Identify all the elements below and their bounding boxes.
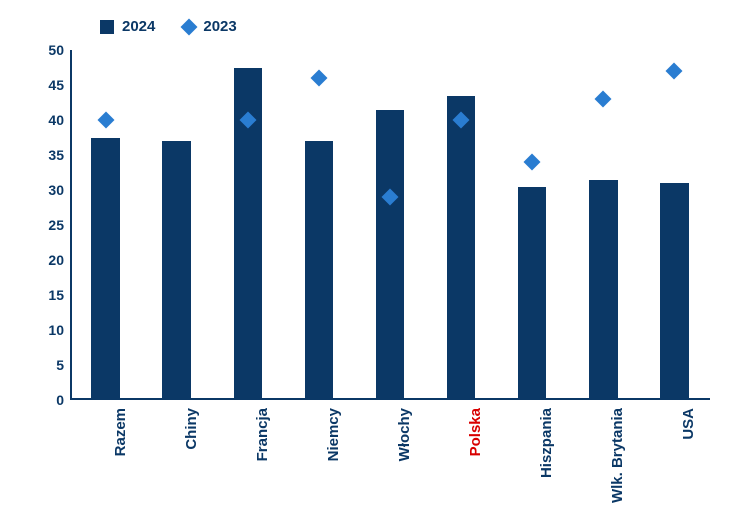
y-tick-label: 30 <box>30 182 64 198</box>
x-tick-label: Polska <box>467 408 484 456</box>
x-axis-labels: Razem Chiny Francja Niemcy Włochy Polska Hiszp… <box>70 408 710 518</box>
marker-diamond <box>666 63 683 80</box>
marker-diamond <box>310 70 327 87</box>
y-tick-label: 50 <box>30 42 64 58</box>
y-tick-label: 5 <box>30 357 64 373</box>
legend-swatch-2024 <box>100 20 114 34</box>
x-tick-label: Francja <box>254 408 271 461</box>
legend-swatch-2023 <box>181 18 198 35</box>
x-tick-label: USA <box>680 408 697 440</box>
bar <box>162 141 190 400</box>
bar <box>305 141 333 400</box>
y-tick-label: 0 <box>30 392 64 408</box>
plot-area <box>70 50 710 400</box>
x-tick-label: Wlk. Brytania <box>609 408 626 503</box>
bar <box>376 110 404 401</box>
chart-container: 2024 2023 0 5 10 15 20 25 30 35 40 45 50 Razem Chin… <box>0 0 742 522</box>
y-tick-label: 35 <box>30 147 64 163</box>
x-tick-label: Razem <box>112 408 129 456</box>
y-tick-label: 40 <box>30 112 64 128</box>
y-tick-label: 15 <box>30 287 64 303</box>
bar <box>589 180 617 401</box>
marker-diamond <box>524 154 541 171</box>
x-tick-label: Włochy <box>396 408 413 461</box>
marker-diamond <box>595 91 612 108</box>
bar <box>660 183 688 400</box>
bar <box>447 96 475 401</box>
y-tick-label: 20 <box>30 252 64 268</box>
y-axis-labels: 05101520253035404550 <box>30 50 64 400</box>
bar <box>91 138 119 401</box>
marker-diamond <box>97 112 114 129</box>
legend-item-2023: 2023 <box>183 18 236 35</box>
x-tick-label: Niemcy <box>325 408 342 461</box>
legend: 2024 2023 <box>100 18 237 35</box>
x-tick-label: Chiny <box>183 408 200 450</box>
y-tick-label: 10 <box>30 322 64 338</box>
y-tick-label: 25 <box>30 217 64 233</box>
bar <box>518 187 546 401</box>
legend-label-2023: 2023 <box>203 18 236 35</box>
legend-label-2024: 2024 <box>122 18 155 35</box>
y-tick-label: 45 <box>30 77 64 93</box>
legend-item-2024: 2024 <box>100 18 155 35</box>
y-axis-line <box>70 50 72 400</box>
x-tick-label: Hiszpania <box>538 408 555 478</box>
